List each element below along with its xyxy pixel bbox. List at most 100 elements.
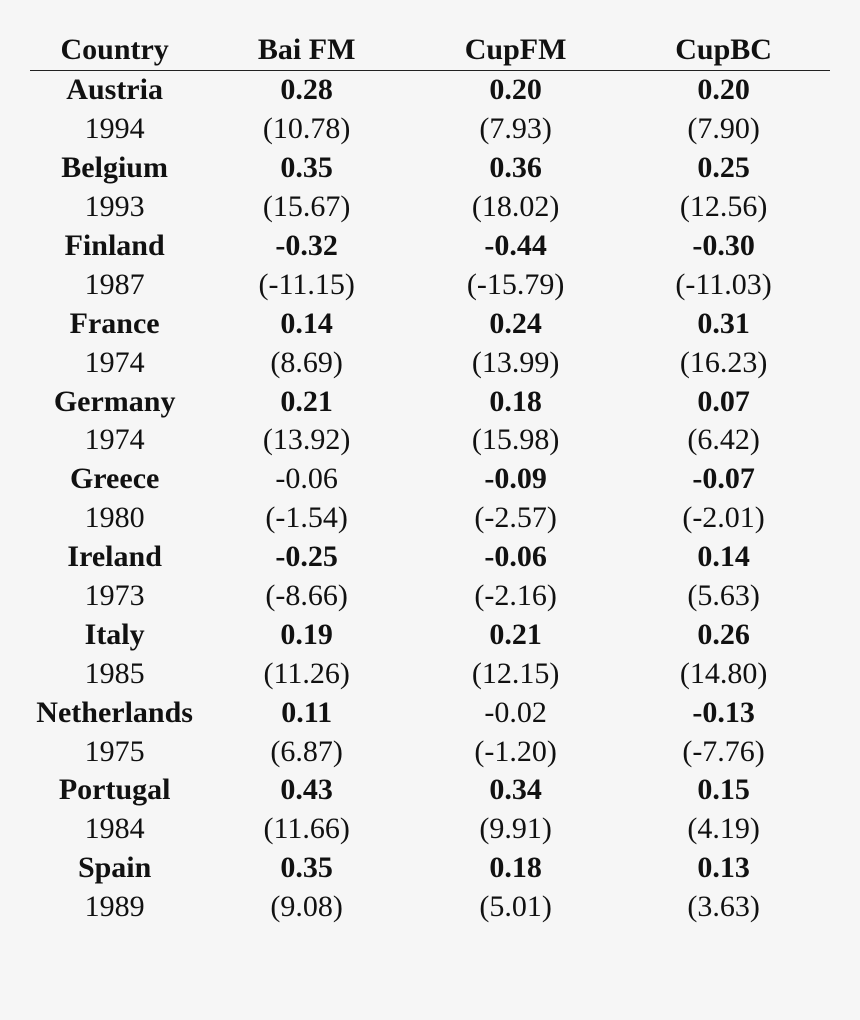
- break-year: 1980: [84, 501, 145, 535]
- coef-bai-fm: 0.19: [280, 617, 333, 651]
- results-table: Country Bai FM CupFM CupBC Austria 0.28 0.…: [30, 30, 830, 927]
- break-year: 1973: [84, 579, 145, 613]
- coef-cupfm: 0.18: [489, 851, 542, 885]
- country-name: Belgium: [61, 151, 168, 185]
- coef-cupfm: -0.44: [484, 229, 547, 262]
- tstat-bai-fm: (6.87): [270, 734, 343, 768]
- table-row-coefficient: France 0.14 0.24 0.31: [30, 304, 830, 343]
- tstat-cupbc: (-2.01): [682, 501, 765, 535]
- break-year: 1989: [84, 890, 145, 924]
- country-name: Spain: [77, 851, 152, 885]
- tstat-cupbc: (3.63): [687, 890, 760, 924]
- table-row-coefficient: Ireland -0.25 -0.06 0.14: [30, 538, 830, 577]
- tstat-cupbc: (-7.76): [682, 734, 765, 768]
- country-name: Portugal: [58, 773, 171, 807]
- tstat-bai-fm: (11.26): [263, 656, 350, 690]
- tstat-bai-fm: (-8.66): [265, 579, 348, 613]
- break-year: 1984: [84, 812, 145, 846]
- coef-cupbc: 0.13: [697, 851, 750, 885]
- coef-cupbc: 0.25: [697, 151, 750, 185]
- break-year: 1985: [84, 656, 145, 690]
- tstat-bai-fm: (15.67): [262, 190, 351, 224]
- tstat-bai-fm: (13.92): [262, 423, 351, 457]
- country-name: Netherlands: [36, 695, 193, 729]
- coef-bai-fm: -0.25: [275, 540, 338, 574]
- country-name: Italy: [84, 617, 145, 651]
- table-row-tstat: 1974 (8.69) (13.99) (16.23): [30, 343, 830, 382]
- country-name: Ireland: [67, 540, 162, 574]
- table-header: Country Bai FM CupFM CupBC: [30, 30, 830, 71]
- coef-cupfm: -0.02: [484, 695, 547, 729]
- country-name: Germany: [53, 384, 176, 418]
- tstat-bai-fm: (11.66): [263, 812, 350, 846]
- coef-bai-fm: 0.21: [280, 384, 333, 418]
- table-row-tstat: 1993 (15.67) (18.02) (12.56): [30, 188, 830, 227]
- table-row-tstat: 1975 (6.87) (-1.20) (-7.76): [30, 732, 830, 771]
- coef-cupfm: -0.09: [484, 462, 547, 496]
- table-row-tstat: 1973 (-8.66) (-2.16) (5.63): [30, 577, 830, 616]
- tstat-cupfm: (15.98): [471, 423, 560, 457]
- coef-cupbc: -0.30: [692, 229, 755, 262]
- coef-bai-fm: 0.28: [280, 73, 333, 107]
- tstat-bai-fm: (-1.54): [265, 501, 348, 535]
- country-name: Finland: [64, 229, 165, 262]
- table-row-tstat: 1985 (11.26) (12.15) (14.80): [30, 654, 830, 693]
- table-row-coefficient: Spain 0.35 0.18 0.13: [30, 849, 830, 888]
- coef-cupfm: -0.06: [484, 540, 547, 574]
- table-row-coefficient: Italy 0.19 0.21 0.26: [30, 615, 830, 654]
- break-year: 1974: [84, 423, 145, 457]
- break-year: 1994: [84, 112, 145, 146]
- tstat-cupfm: (-2.16): [474, 579, 557, 613]
- header-country: Country: [60, 33, 169, 66]
- coef-bai-fm: -0.06: [275, 462, 338, 496]
- tstat-cupbc: (7.90): [687, 112, 760, 146]
- coef-bai-fm: 0.43: [280, 773, 333, 807]
- tstat-bai-fm: (9.08): [270, 890, 343, 924]
- tstat-cupfm: (18.02): [471, 190, 560, 224]
- header-bai-fm: Bai FM: [257, 33, 356, 66]
- table-body: Austria 0.28 0.20 0.20 1994 (10.78) (7.93) (7.9…: [30, 71, 830, 927]
- table-row-coefficient: Austria 0.28 0.20 0.20: [30, 71, 830, 110]
- break-year: 1993: [84, 190, 145, 224]
- coef-cupfm: 0.24: [489, 306, 542, 340]
- tstat-cupbc: (6.42): [687, 423, 760, 457]
- country-name: Austria: [66, 73, 163, 107]
- tstat-cupbc: (4.19): [687, 812, 760, 846]
- tstat-cupfm: (9.91): [479, 812, 552, 846]
- tstat-cupfm: (13.99): [471, 345, 560, 379]
- tstat-cupbc: (16.23): [679, 345, 768, 379]
- coef-cupbc: 0.07: [697, 384, 750, 418]
- coef-cupfm: 0.21: [489, 617, 542, 651]
- country-name: Greece: [69, 462, 160, 496]
- tstat-cupfm: (-15.79): [466, 267, 565, 301]
- header-cupbc: CupBC: [675, 33, 772, 66]
- tstat-cupbc: (-11.03): [675, 267, 772, 301]
- coef-cupfm: 0.18: [489, 384, 542, 418]
- table-row-tstat: 1980 (-1.54) (-2.57) (-2.01): [30, 499, 830, 538]
- tstat-bai-fm: (-11.15): [258, 267, 355, 301]
- break-year: 1974: [84, 345, 145, 379]
- table-row-coefficient: Finland -0.32 -0.44 -0.30: [30, 227, 830, 266]
- break-year: 1987: [84, 267, 145, 301]
- coef-bai-fm: 0.11: [281, 695, 333, 729]
- coef-cupfm: 0.36: [489, 151, 542, 185]
- tstat-cupfm: (-1.20): [474, 734, 557, 768]
- coef-cupfm: 0.34: [489, 773, 542, 807]
- tstat-cupbc: (14.80): [679, 656, 768, 690]
- coef-bai-fm: -0.32: [275, 229, 338, 262]
- country-name: France: [69, 306, 160, 340]
- coef-cupbc: -0.07: [692, 462, 755, 496]
- table-row-coefficient: Netherlands 0.11 -0.02 -0.13: [30, 693, 830, 732]
- tstat-bai-fm: (10.78): [262, 112, 351, 146]
- tstat-cupbc: (5.63): [687, 579, 760, 613]
- header-cupfm: CupFM: [464, 33, 567, 66]
- table-row-coefficient: Belgium 0.35 0.36 0.25: [30, 149, 830, 188]
- coef-cupfm: 0.20: [489, 73, 542, 107]
- table-row-tstat: 1989 (9.08) (5.01) (3.63): [30, 888, 830, 927]
- coef-cupbc: 0.20: [697, 73, 750, 107]
- coef-cupbc: 0.15: [697, 773, 750, 807]
- tstat-cupfm: (7.93): [479, 112, 552, 146]
- table-row-tstat: 1987 (-11.15) (-15.79) (-11.03): [30, 265, 830, 304]
- table-row-tstat: 1984 (11.66) (9.91) (4.19): [30, 810, 830, 849]
- table-row-coefficient: Germany 0.21 0.18 0.07: [30, 382, 830, 421]
